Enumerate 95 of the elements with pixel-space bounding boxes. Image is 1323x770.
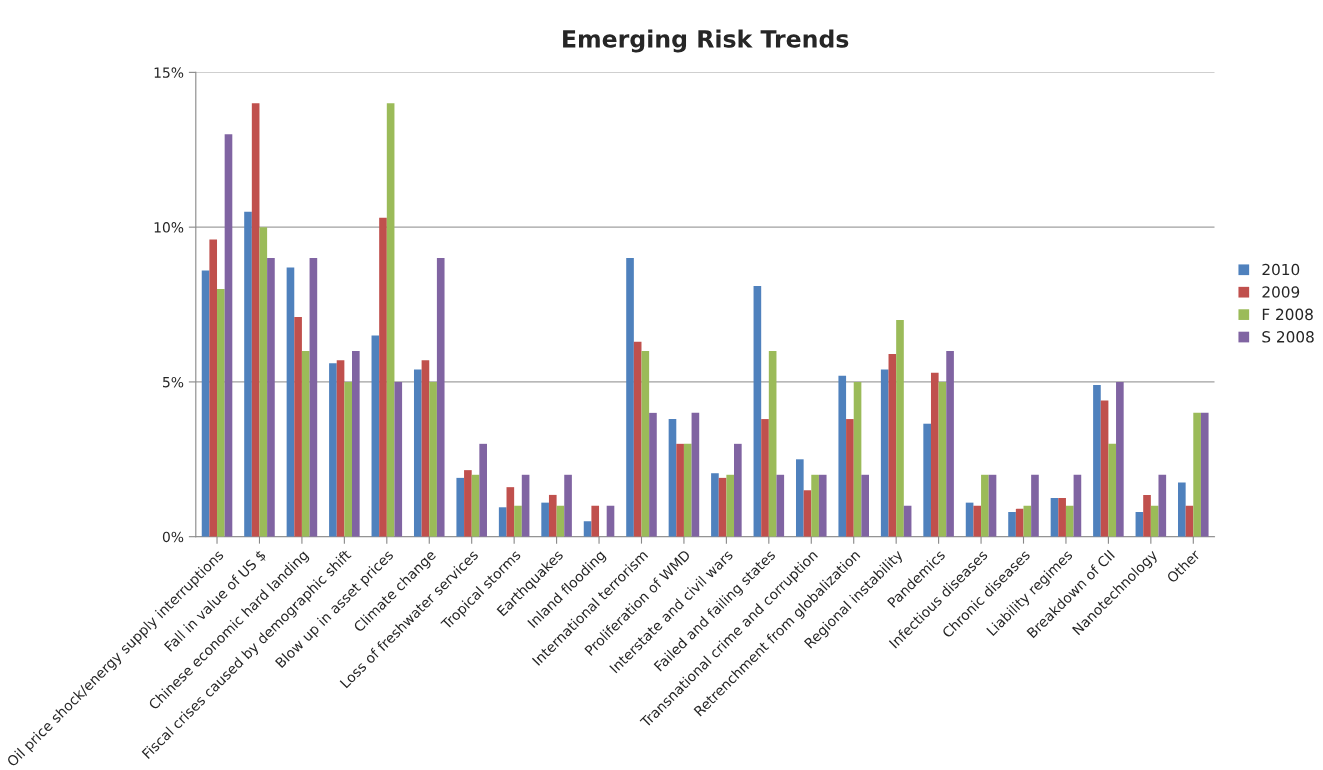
bar	[946, 350, 954, 537]
bar	[1065, 505, 1074, 537]
y-tick-label: 15%	[154, 67, 184, 78]
bar	[336, 360, 345, 537]
bar	[626, 258, 634, 537]
bar	[1050, 498, 1059, 537]
bar	[803, 490, 812, 537]
y-tick-label: 5%	[163, 376, 184, 388]
bar	[498, 507, 507, 537]
bar	[811, 474, 819, 537]
y-tick-label: 0%	[162, 531, 184, 543]
bar	[676, 443, 684, 537]
bar	[838, 375, 847, 537]
bar	[1093, 385, 1101, 537]
bar	[641, 350, 650, 537]
bar	[429, 381, 437, 537]
bar	[683, 443, 692, 537]
bar	[514, 505, 522, 537]
bar	[421, 360, 430, 537]
bar	[1058, 498, 1066, 537]
bar	[394, 381, 403, 537]
bar	[259, 227, 268, 537]
bar	[718, 477, 727, 537]
bar	[591, 505, 600, 537]
bar	[564, 474, 572, 537]
bar	[753, 285, 762, 537]
bar	[691, 412, 700, 537]
bar	[201, 270, 210, 537]
bar	[294, 316, 302, 537]
bar	[649, 412, 657, 537]
bar	[1158, 474, 1167, 537]
bar	[668, 419, 677, 537]
bar	[224, 134, 233, 537]
bar	[352, 350, 360, 537]
legend-label: F 2008	[1262, 308, 1313, 321]
bar	[386, 103, 395, 537]
bar	[479, 443, 487, 537]
bar	[734, 443, 742, 537]
bar	[711, 473, 719, 537]
bar	[1178, 482, 1186, 537]
bar	[761, 419, 769, 537]
bar	[1073, 474, 1082, 537]
bar	[548, 494, 557, 537]
legend-label: 2010	[1262, 263, 1300, 276]
bar	[541, 502, 549, 537]
bar	[267, 258, 275, 537]
bar	[1143, 494, 1151, 537]
legend-label: 2009	[1262, 286, 1300, 298]
bar	[436, 258, 445, 537]
bar	[923, 423, 931, 537]
bar	[413, 369, 422, 537]
bar	[795, 459, 804, 537]
bar	[456, 477, 465, 537]
bar	[286, 267, 295, 537]
bar	[973, 505, 982, 537]
bar	[379, 217, 387, 537]
bar	[930, 372, 939, 537]
bar	[880, 369, 889, 537]
bar	[329, 363, 337, 537]
legend-label: S 2008	[1262, 331, 1314, 343]
bar	[988, 474, 997, 537]
bar	[1200, 412, 1209, 537]
bar	[776, 474, 785, 537]
bar	[1015, 508, 1024, 537]
bar	[726, 474, 735, 537]
bar	[888, 354, 897, 537]
bar	[818, 474, 827, 537]
bar	[301, 350, 310, 537]
bar	[464, 470, 472, 537]
bar	[217, 289, 225, 537]
bar	[1108, 443, 1117, 537]
bar	[853, 381, 862, 537]
bar	[1008, 511, 1016, 537]
bar	[1100, 400, 1109, 537]
bar	[1116, 381, 1124, 537]
bar	[209, 239, 218, 537]
bar	[471, 474, 480, 537]
bar	[896, 320, 904, 537]
bar	[861, 474, 869, 537]
y-tick-label: 10%	[154, 222, 184, 233]
bar	[244, 211, 252, 537]
bar	[309, 258, 318, 537]
bar	[938, 381, 947, 537]
bar	[1031, 474, 1039, 537]
bar	[846, 419, 854, 537]
bar	[344, 381, 353, 537]
bar	[251, 103, 260, 537]
bar	[506, 487, 515, 537]
bar	[633, 341, 642, 537]
chart-title: Emerging Risk Trends	[563, 29, 849, 53]
bar	[521, 474, 530, 537]
bar	[768, 350, 777, 537]
bar	[1193, 412, 1201, 537]
bar	[371, 335, 380, 537]
bar	[981, 474, 989, 537]
